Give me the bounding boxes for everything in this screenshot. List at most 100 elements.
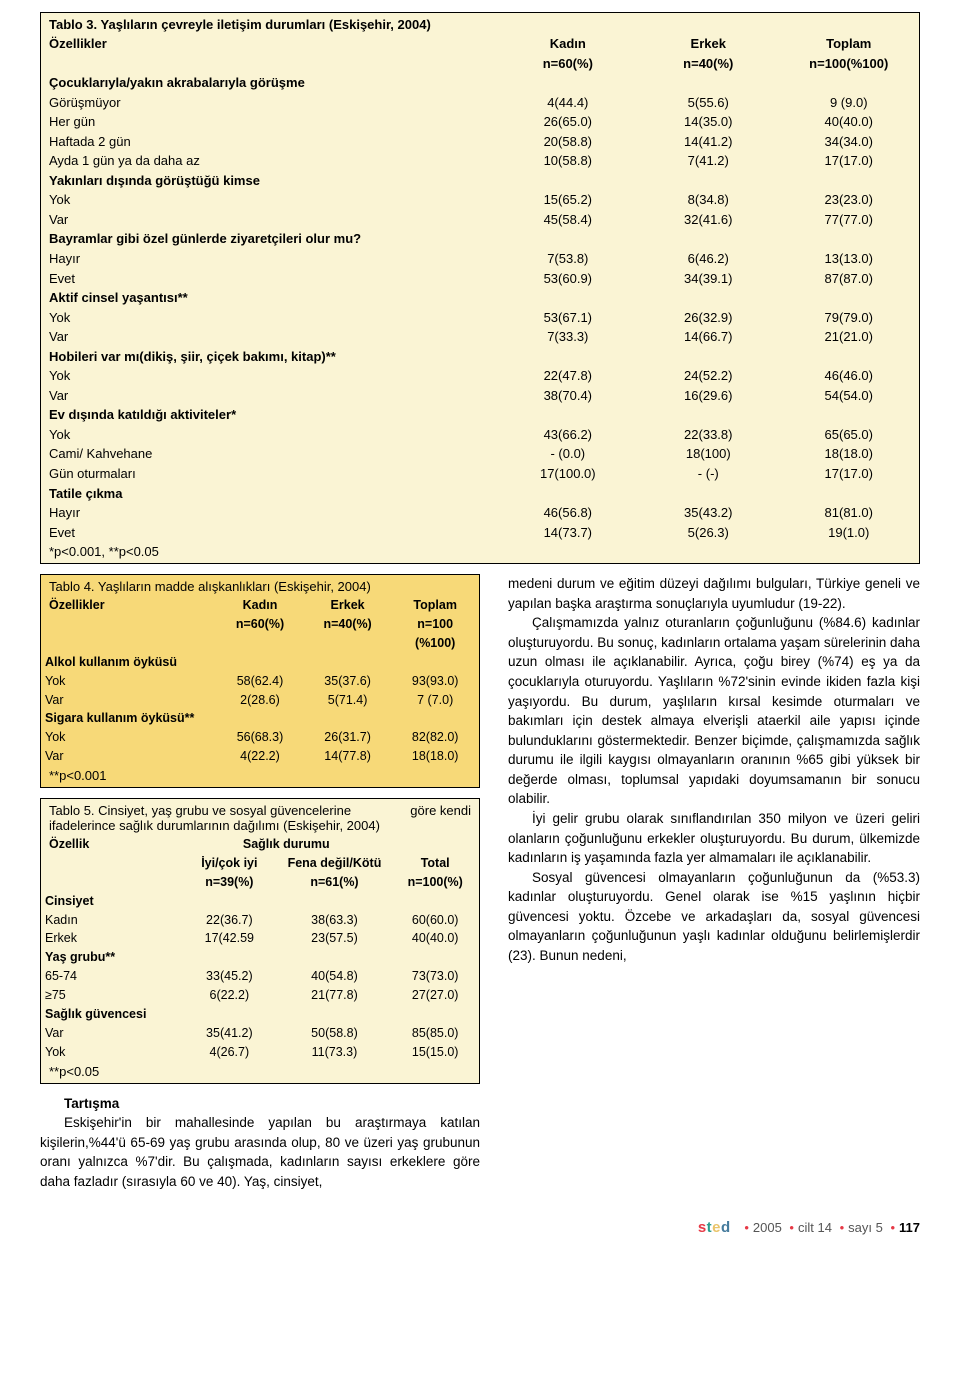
table-row-label: Evet	[41, 523, 498, 543]
table-cell: 46(56.8)	[498, 503, 638, 523]
table-row-label: ≥75	[41, 986, 181, 1005]
table-row-label: 65-74	[41, 967, 181, 986]
table-row-label: Var	[41, 210, 498, 230]
table-row-label: Görüşmüyor	[41, 93, 498, 113]
table-4-body: Alkol kullanım öyküsüYok58(62.4)35(37.6)…	[41, 653, 479, 766]
table-cell: 13(13.0)	[779, 249, 920, 269]
table-group-label: Sigara kullanım öyküsü**	[41, 709, 479, 728]
table-cell: 5(26.3)	[638, 523, 778, 543]
discussion-right: medeni durum ve eğitim düzeyi dağılımı b…	[508, 574, 920, 965]
table-cell: 18(100)	[638, 444, 778, 464]
table-row-label: Cami/ Kahvehane	[41, 444, 498, 464]
table-cell: 2(28.6)	[216, 691, 304, 710]
table-cell: 7(53.8)	[498, 249, 638, 269]
table-row-label: Her gün	[41, 112, 498, 132]
table-group-label: Ev dışında katıldığı aktiviteler*	[41, 405, 919, 425]
table-row-label: Hayır	[41, 249, 498, 269]
table-cell: 65(65.0)	[779, 425, 920, 445]
table-cell: 22(47.8)	[498, 366, 638, 386]
table-5-title-row: Tablo 5. Cinsiyet, yaş grubu ve sosyal g…	[41, 799, 479, 818]
table-cell: 15(15.0)	[391, 1043, 479, 1062]
table-cell: 85(85.0)	[391, 1024, 479, 1043]
table-cell: 82(82.0)	[391, 728, 479, 747]
table-3-content: Özellikler Kadın Erkek Toplam n=60(%) n=…	[41, 34, 919, 542]
table-cell: 34(39.1)	[638, 269, 778, 289]
table-cell: 18(18.0)	[391, 747, 479, 766]
table-3-body: Çocuklarıyla/yakın akrabalarıyla görüşme…	[41, 73, 919, 542]
table-3-footnote: *p<0.001, **p<0.05	[41, 542, 919, 563]
table-cell: 60(60.0)	[391, 911, 479, 930]
table-cell: 26(65.0)	[498, 112, 638, 132]
table-cell: 43(66.2)	[498, 425, 638, 445]
table-cell: 6(22.2)	[181, 986, 277, 1005]
table-cell: 14(41.2)	[638, 132, 778, 152]
table-cell: 27(27.0)	[391, 986, 479, 1005]
table-cell: 17(42.59	[181, 929, 277, 948]
table-cell: 54(54.0)	[779, 386, 920, 406]
table-group-label: Hobileri var mı(dikiş, şiir, çiçek bakım…	[41, 347, 919, 367]
table-cell: 45(58.4)	[498, 210, 638, 230]
table-cell: 58(62.4)	[216, 672, 304, 691]
table-cell: - (0.0)	[498, 444, 638, 464]
table-5-body: CinsiyetKadın22(36.7)38(63.3)60(60.0)Erk…	[41, 892, 479, 1062]
table-cell: 73(73.0)	[391, 967, 479, 986]
table-cell: 4(44.4)	[498, 93, 638, 113]
table-cell: 23(57.5)	[278, 929, 392, 948]
table-cell: 7 (7.0)	[391, 691, 479, 710]
table-5-content: Özellik Sağlık durumu İyi/çok iyi Fena d…	[41, 835, 479, 1062]
table-4-content: Özellikler Kadın Erkek Toplam n=60(%) n=…	[41, 596, 479, 766]
table-group-label: Tatile çıkma	[41, 484, 919, 504]
table-row-label: Haftada 2 gün	[41, 132, 498, 152]
table-cell: 40(54.8)	[278, 967, 392, 986]
table-cell: 9 (9.0)	[779, 93, 920, 113]
table-cell: 87(87.0)	[779, 269, 920, 289]
discussion-left: Tartışma Eskişehir'in bir mahallesinde y…	[40, 1094, 480, 1192]
table-group-label: Yakınları dışında görüştüğü kimse	[41, 171, 919, 191]
page-footer: sted •2005 •cilt 14 •sayı 5 •117	[40, 1219, 920, 1236]
table-cell: 19(1.0)	[779, 523, 920, 543]
table-4: Tablo 4. Yaşlıların madde alışkanlıkları…	[40, 574, 480, 788]
table-cell: 14(66.7)	[638, 327, 778, 347]
table-cell: 21(77.8)	[278, 986, 392, 1005]
table-cell: 53(60.9)	[498, 269, 638, 289]
table-cell: 8(34.8)	[638, 190, 778, 210]
table-cell: 34(34.0)	[779, 132, 920, 152]
table-cell: 22(36.7)	[181, 911, 277, 930]
table-row-label: Ayda 1 gün ya da daha az	[41, 151, 498, 171]
table-cell: 40(40.0)	[779, 112, 920, 132]
table-5-footnote: **p<0.05	[41, 1062, 479, 1083]
table-cell: 35(43.2)	[638, 503, 778, 523]
table-cell: 7(33.3)	[498, 327, 638, 347]
table-row-label: Yok	[41, 672, 216, 691]
table-cell: 7(41.2)	[638, 151, 778, 171]
table-cell: 21(21.0)	[779, 327, 920, 347]
table-cell: 11(73.3)	[278, 1043, 392, 1062]
table-cell: 17(17.0)	[779, 151, 920, 171]
table-cell: 14(73.7)	[498, 523, 638, 543]
table-cell: 50(58.8)	[278, 1024, 392, 1043]
table-cell: 53(67.1)	[498, 308, 638, 328]
table-3: Tablo 3. Yaşlıların çevreyle iletişim du…	[40, 12, 920, 564]
table-cell: 79(79.0)	[779, 308, 920, 328]
table-row-label: Gün oturmaları	[41, 464, 498, 484]
table-cell: 32(41.6)	[638, 210, 778, 230]
table-cell: 5(71.4)	[304, 691, 392, 710]
journal-logo: sted	[698, 1219, 731, 1236]
table-row-label: Var	[41, 747, 216, 766]
table-row-label: Yok	[41, 425, 498, 445]
table-cell: 17(100.0)	[498, 464, 638, 484]
table-row-label: Yok	[41, 190, 498, 210]
table-cell: 38(63.3)	[278, 911, 392, 930]
table-row-label: Var	[41, 691, 216, 710]
table-group-label: Cinsiyet	[41, 892, 479, 911]
table-3-title: Tablo 3. Yaşlıların çevreyle iletişim du…	[41, 13, 919, 34]
table-row-label: Hayır	[41, 503, 498, 523]
table-group-label: Yaş grubu**	[41, 948, 479, 967]
table-cell: 6(46.2)	[638, 249, 778, 269]
table-cell: 23(23.0)	[779, 190, 920, 210]
table-cell: 16(29.6)	[638, 386, 778, 406]
table-cell: 33(45.2)	[181, 967, 277, 986]
table-cell: 4(22.2)	[216, 747, 304, 766]
table-row-label: Yok	[41, 308, 498, 328]
table-row-label: Var	[41, 386, 498, 406]
